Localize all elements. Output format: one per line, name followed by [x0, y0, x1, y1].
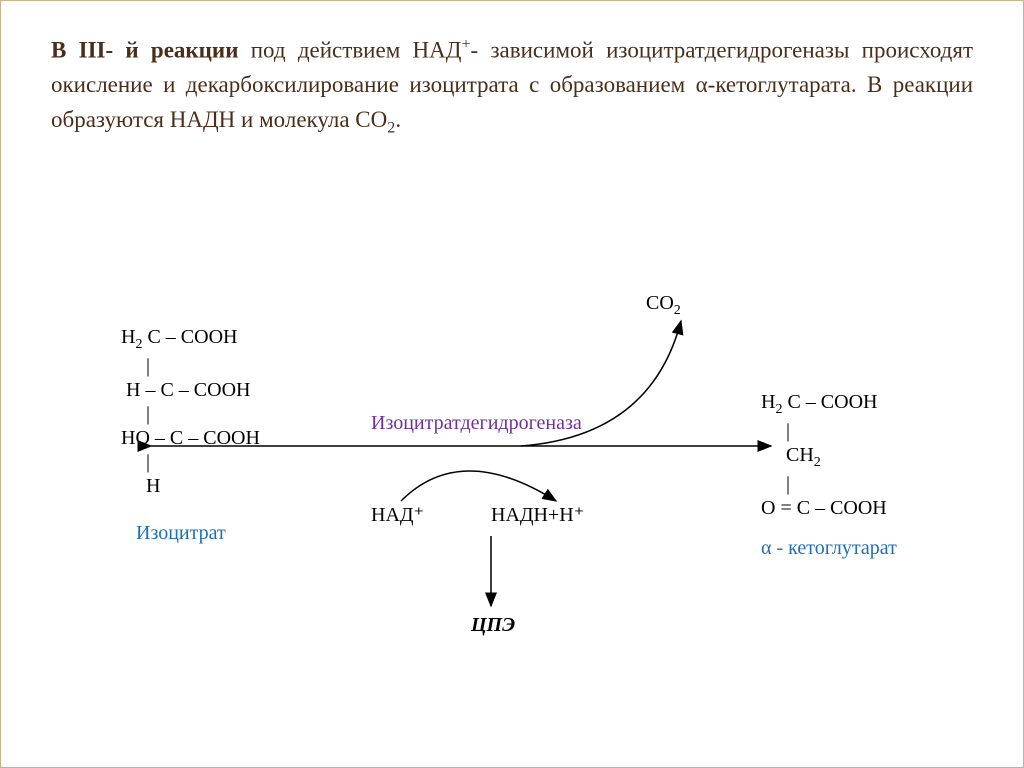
isocitrate-structure: H2 C – COOH | H – C – COOH | HO – C – CO…: [121, 301, 260, 498]
enzyme-label: Изоцитратдегидрогеназа: [371, 411, 582, 435]
isocitrate-label: Изоцитрат: [136, 521, 226, 545]
title-paragraph: В III- й реакции под действием НАД+- зав…: [51, 33, 973, 140]
reaction-diagram: H2 C – COOH | H – C – COOH | HO – C – CO…: [1, 261, 1024, 741]
nadh-label: НАДН+Н⁺: [491, 503, 584, 527]
co2-label: CO2: [646, 291, 681, 320]
nad-label: НАД⁺: [371, 503, 424, 527]
akg-structure: H2 C – COOH | CH2 | O = C – COOH: [761, 366, 887, 520]
title-bold: В III- й реакции: [51, 38, 251, 63]
cpe-label: ЦПЭ: [471, 613, 515, 637]
akg-label: α - кетоглутарат: [761, 536, 897, 560]
